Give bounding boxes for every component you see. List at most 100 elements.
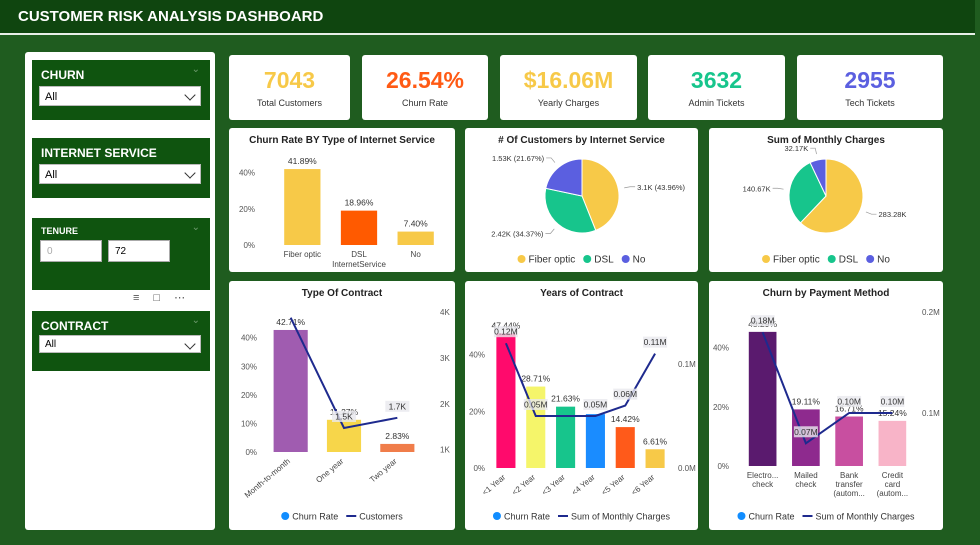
y-tick-label: 0% bbox=[717, 462, 729, 471]
chart-card: # Of Customers by Internet Service 3.1K (… bbox=[465, 128, 698, 272]
kpi-card: 2955 Tech Tickets bbox=[797, 55, 943, 120]
chart-card: Churn by Payment Method0%20%40%0.1M0.2M4… bbox=[709, 281, 943, 530]
data-label: 14.42% bbox=[611, 414, 640, 424]
leader-line bbox=[545, 228, 555, 234]
kpi-label: Churn Rate bbox=[401, 98, 449, 108]
dropdown[interactable]: All bbox=[39, 164, 201, 184]
label-background bbox=[880, 395, 905, 407]
legend-dot bbox=[762, 255, 771, 263]
x-axis-title: InternetService bbox=[332, 260, 386, 269]
data-label: 3.1K (43.96%) bbox=[637, 183, 685, 192]
legend-label: Churn Rate bbox=[748, 512, 794, 522]
kpi-value: 3632 bbox=[690, 67, 743, 93]
bar bbox=[380, 443, 415, 452]
chart-title: Type Of Contract bbox=[302, 288, 383, 299]
legend-label: Churn Rate bbox=[504, 512, 550, 522]
x-tick-label: One year bbox=[314, 456, 345, 484]
data-label: 0.05M bbox=[524, 400, 548, 410]
data-label: 0.10M bbox=[881, 396, 905, 406]
legend: Churn Rate Sum of Monthly Charges bbox=[492, 512, 671, 522]
chart-card: Years of Contract 0% 20% 40% 0.0M 0.1M 47.44% 2… bbox=[465, 281, 698, 530]
x-tick-label: Bank transfer (autom... bbox=[833, 471, 865, 498]
legend-dot bbox=[737, 512, 746, 520]
icon: ⌄ bbox=[191, 222, 200, 233]
legend-dot bbox=[517, 255, 526, 263]
legend-label: Customers bbox=[359, 512, 403, 522]
chart: Sum of Monthly Charges 283.28K 140.67K 32.1… bbox=[743, 135, 907, 266]
legend-dot bbox=[827, 255, 836, 263]
kpi-label: Admin Tickets bbox=[688, 98, 745, 108]
legend-label: No bbox=[877, 255, 890, 266]
kpi-value: $16.06M bbox=[523, 67, 614, 93]
kpi-value: 2955 bbox=[844, 67, 896, 93]
bar bbox=[340, 210, 378, 245]
label-background bbox=[332, 410, 356, 422]
legend: Fiber optic DSL No bbox=[517, 255, 646, 266]
y2-tick-label: 1K bbox=[440, 446, 450, 455]
x-tick-label: No bbox=[411, 250, 422, 259]
leader-line bbox=[624, 186, 636, 189]
y2-tick-label: 0.1M bbox=[922, 409, 940, 418]
data-label: 0.18M bbox=[751, 316, 775, 326]
data-label: 0.07M bbox=[794, 427, 818, 437]
chart-title: Churn by Payment Method bbox=[763, 288, 890, 299]
x-tick-label: Mailed check bbox=[794, 471, 818, 489]
y-tick-label: 20% bbox=[239, 205, 255, 214]
label-background bbox=[837, 395, 862, 407]
kpi-value: 26.54% bbox=[385, 67, 464, 93]
kpi-card: 26.54% Churn Rate bbox=[362, 55, 488, 120]
data-label: 2.83% bbox=[385, 431, 410, 441]
x-tick-label: <2 Year bbox=[510, 472, 537, 497]
y-tick-label: 0% bbox=[243, 241, 255, 250]
chart-title: # Of Customers by Internet Service bbox=[498, 135, 665, 146]
data-label: 0.12M bbox=[494, 327, 518, 337]
x-tick-label: Two year bbox=[368, 456, 399, 484]
legend-label: Sum of Monthly Charges bbox=[571, 512, 671, 522]
data-label: 18.96% bbox=[345, 198, 374, 208]
icon: ⌄ bbox=[191, 64, 200, 75]
kpi-label: Yearly Charges bbox=[537, 98, 600, 108]
data-label: 140.67K bbox=[743, 184, 771, 193]
data-label: 47.44% bbox=[491, 320, 520, 330]
dropdown[interactable]: All bbox=[39, 86, 201, 106]
bar bbox=[397, 231, 434, 245]
legend-dot bbox=[281, 512, 290, 520]
pie-slice bbox=[799, 158, 864, 234]
range-max[interactable]: 72 bbox=[108, 240, 170, 262]
filter: INTERNET SERVICE All bbox=[32, 138, 210, 198]
pie-slice bbox=[809, 158, 827, 197]
leader-line bbox=[810, 147, 817, 155]
y-tick-label: 20% bbox=[713, 403, 729, 412]
label-background bbox=[385, 400, 410, 412]
legend: Churn Rate Customers bbox=[281, 512, 403, 522]
filter-label: INTERNET SERVICE bbox=[41, 146, 157, 160]
label-background bbox=[643, 336, 668, 348]
dropdown[interactable]: All bbox=[39, 335, 201, 353]
leader-line bbox=[546, 157, 556, 163]
bar bbox=[748, 331, 777, 466]
y-tick-label: 40% bbox=[239, 169, 255, 178]
kpi-label: Total Customers bbox=[256, 98, 323, 108]
range-min[interactable]: 0 bbox=[40, 240, 102, 262]
visual-toolbar[interactable]: ≡□⋯ bbox=[133, 292, 200, 304]
data-label: 21.63% bbox=[551, 394, 580, 404]
data-label: 32.17K bbox=[784, 144, 808, 153]
chart-title: Churn Rate BY Type of Internet Service bbox=[249, 135, 435, 146]
data-label: 28.71% bbox=[521, 374, 550, 384]
bar bbox=[615, 427, 635, 468]
kpi-card: 7043 Total Customers bbox=[229, 55, 350, 120]
pie-slice bbox=[581, 158, 620, 232]
legend-label: DSL bbox=[594, 255, 614, 266]
data-label: 0.10M bbox=[837, 396, 861, 406]
y-tick-label: 10% bbox=[241, 419, 257, 428]
legend: Churn Rate Sum of Monthly Charges bbox=[737, 512, 915, 522]
y-tick-label: 30% bbox=[241, 362, 257, 371]
y-tick-label: 40% bbox=[713, 344, 729, 353]
chart-title: Sum of Monthly Charges bbox=[767, 135, 885, 146]
y-tick-label: 0% bbox=[245, 448, 257, 457]
bar bbox=[645, 449, 665, 468]
filter: TENURE ⌄ 0 72 bbox=[32, 218, 210, 290]
legend-label: Sum of Monthly Charges bbox=[815, 512, 915, 522]
icon: ⌄ bbox=[191, 315, 200, 326]
data-label: 1.7K bbox=[389, 401, 407, 411]
